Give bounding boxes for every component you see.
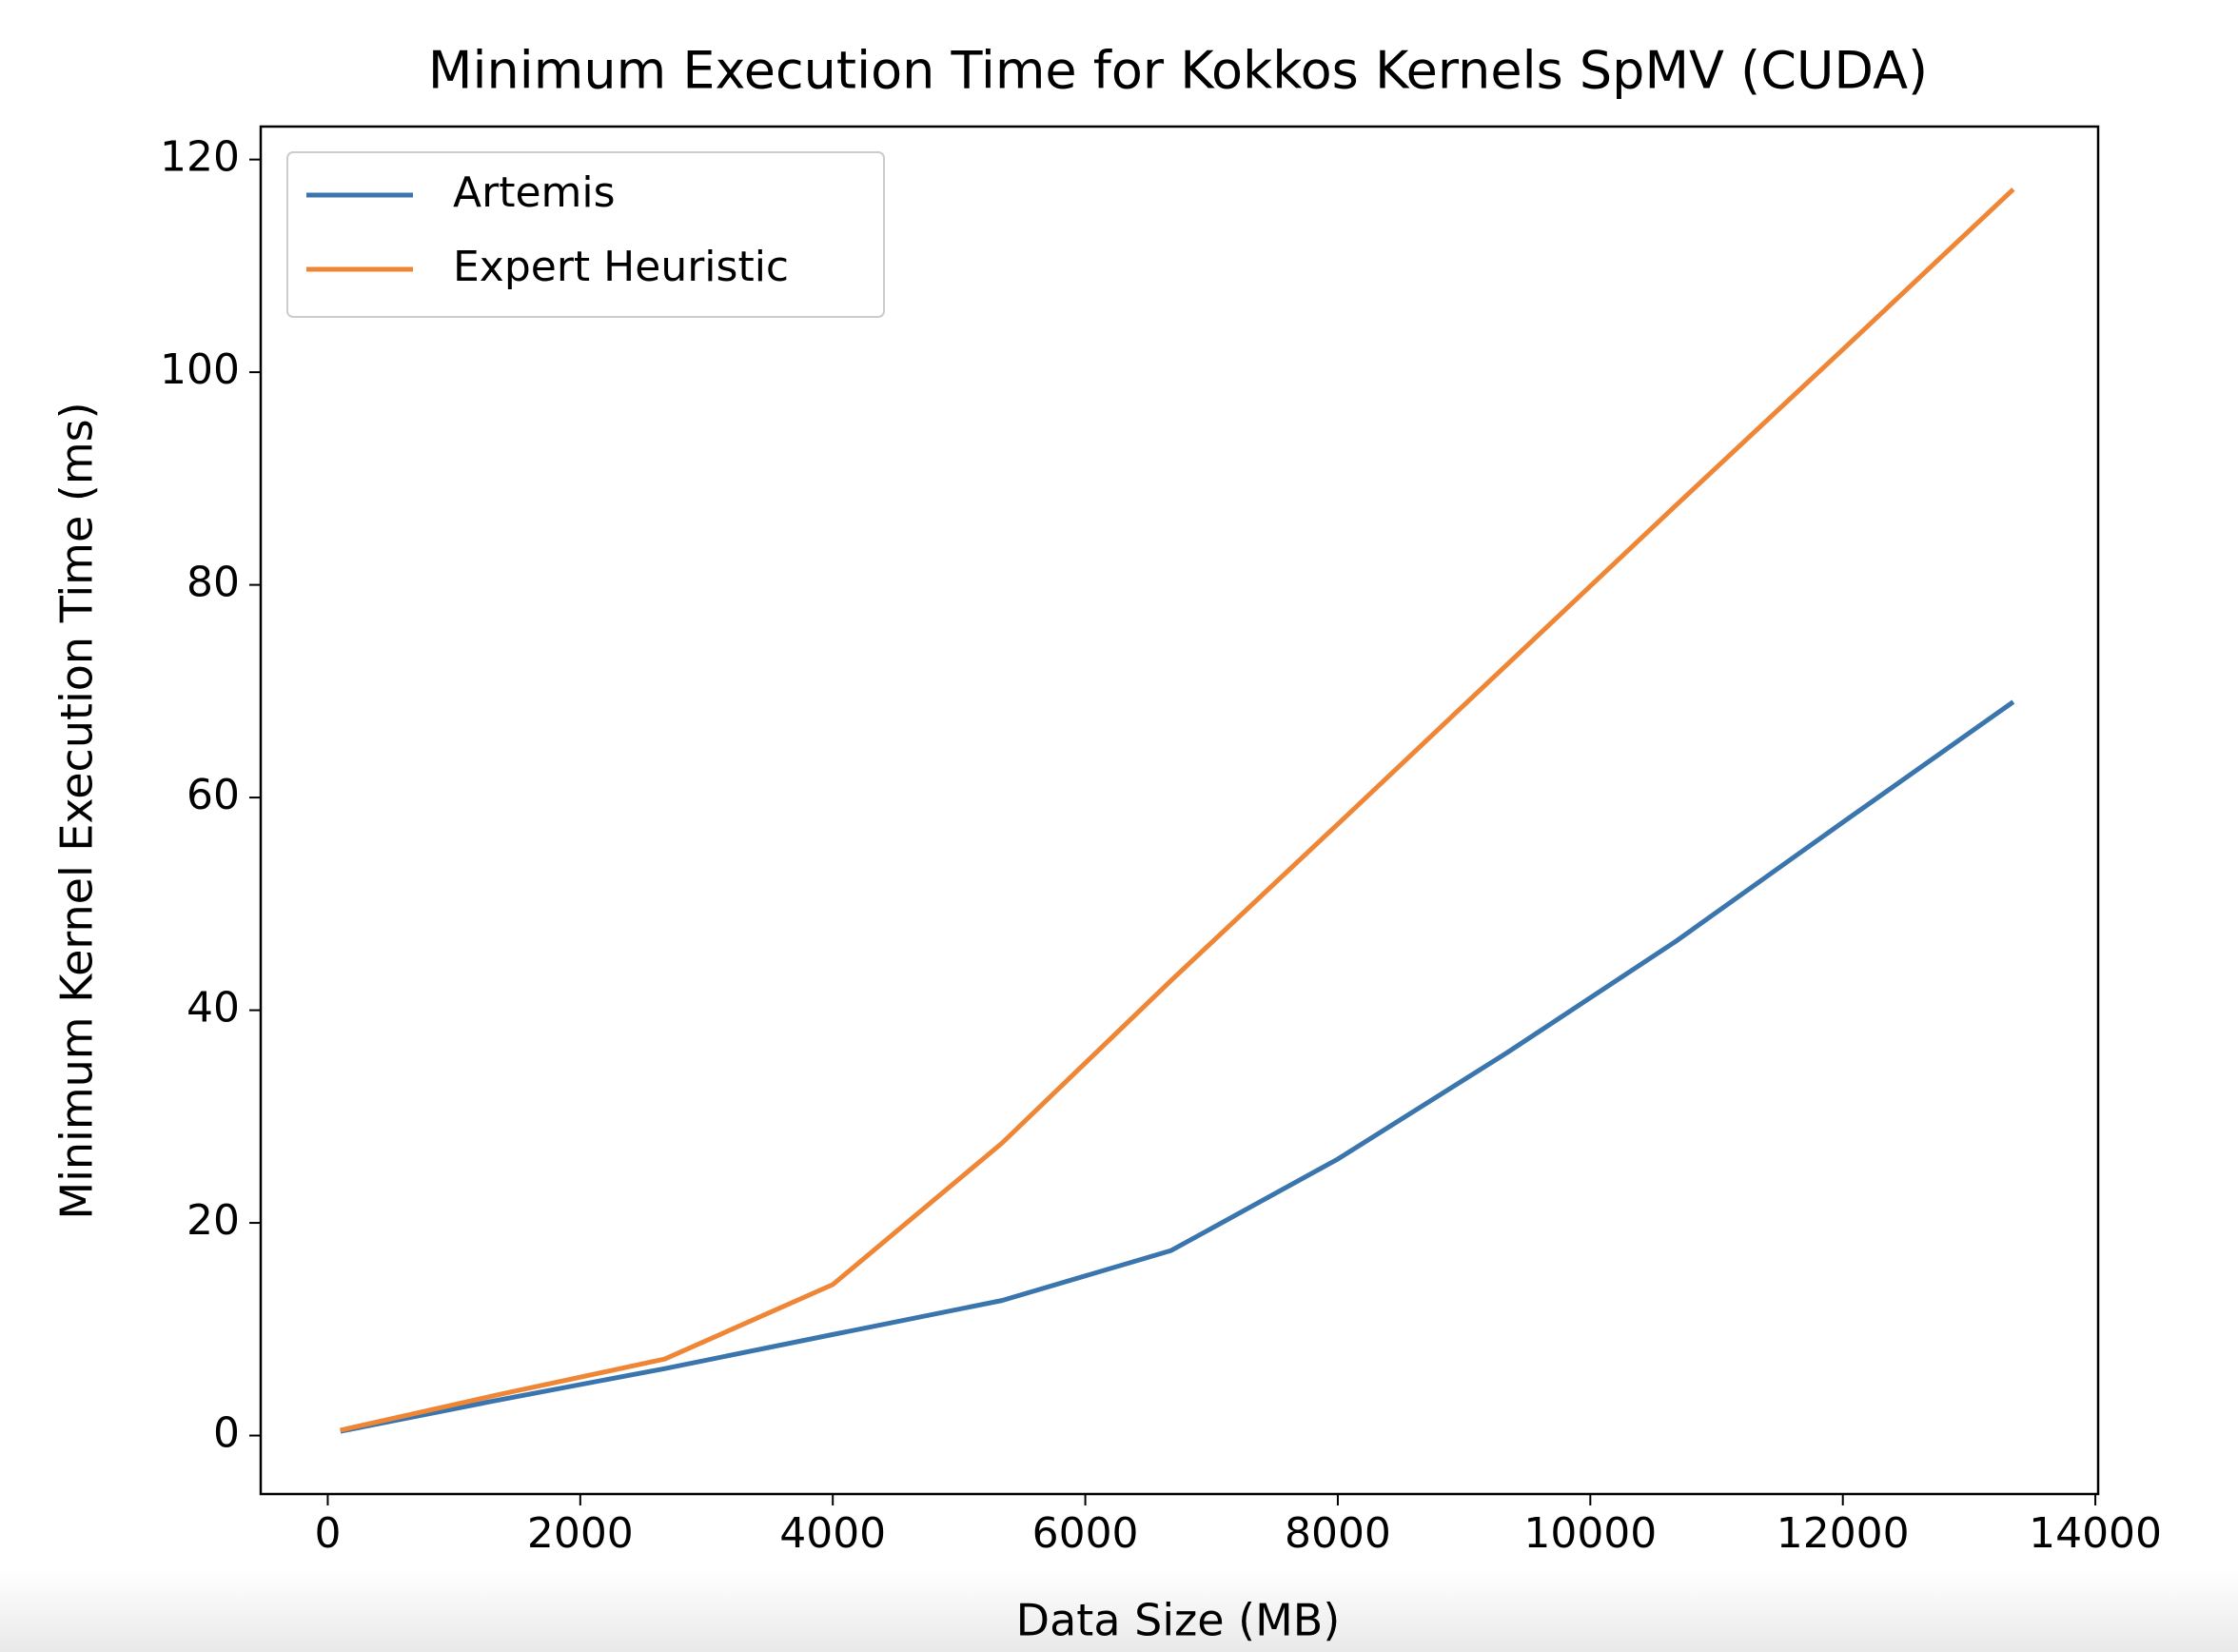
- y-axis-label: Minimum Kernel Execution Time (ms): [51, 402, 103, 1219]
- y-tick-label: 60: [186, 771, 240, 819]
- x-tick-label: 4000: [779, 1509, 886, 1558]
- screen-fade: [0, 1570, 2238, 1652]
- legend-label: Artemis: [453, 168, 616, 217]
- series-line: [340, 699, 2015, 1434]
- y-tick-label: 20: [186, 1196, 240, 1245]
- legend: Artemis Expert Heuristic: [286, 151, 885, 318]
- x-axis-label: Data Size (MB): [1016, 1595, 1341, 1646]
- series-line: [340, 187, 2015, 1433]
- legend-box: [286, 151, 885, 318]
- x-tick-label: 12000: [1777, 1509, 1910, 1558]
- chart-title: Minimum Execution Time for Kokkos Kernel…: [428, 41, 1928, 101]
- x-tick-label: 14000: [2029, 1509, 2162, 1558]
- x-tick-label: 6000: [1032, 1509, 1139, 1558]
- y-tick-label: 80: [186, 559, 240, 607]
- y-tick-label: 0: [213, 1409, 240, 1458]
- legend-label: Expert Heuristic: [453, 243, 789, 291]
- y-tick-label: 120: [160, 133, 240, 182]
- x-tick-label: 10000: [1523, 1509, 1657, 1558]
- x-tick-label: 0: [314, 1509, 341, 1558]
- y-tick-label: 100: [160, 345, 240, 394]
- plot-frame: [259, 125, 2100, 1496]
- x-tick-label: 2000: [527, 1509, 634, 1558]
- y-tick-label: 40: [186, 984, 240, 1032]
- x-tick-label: 8000: [1285, 1509, 1391, 1558]
